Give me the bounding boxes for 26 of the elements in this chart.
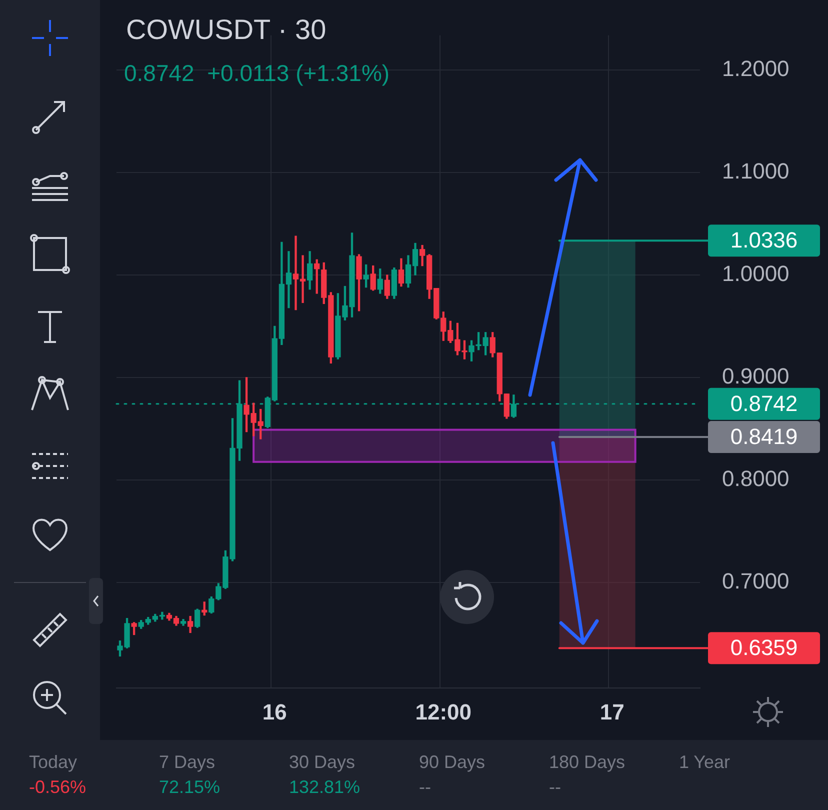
text: 72.15%	[159, 777, 220, 798]
text: 132.81%	[289, 777, 360, 798]
x-tick-label: 12:00	[415, 699, 472, 724]
ref-line-label: 0.8742	[730, 390, 798, 416]
text: 1 Year	[679, 752, 730, 773]
ref-line-label: 1.0336	[730, 228, 798, 253]
ref-line-label: 0.8419	[730, 424, 798, 450]
y-tick-label: 0.8000	[722, 466, 790, 492]
x-tick-label: 17	[600, 699, 624, 724]
text: 0.8742 +0.0113 (+1.31%)	[124, 60, 390, 87]
y-tick-label: 1.0000	[722, 261, 790, 286]
y-tick-label: 1.2000	[722, 56, 790, 82]
y-tick-label: 0.9000	[722, 364, 790, 389]
text: --	[419, 777, 432, 798]
text: --	[549, 777, 562, 798]
text: 30 Days	[289, 752, 356, 773]
chart-title: COWUSDT · 30	[126, 14, 326, 46]
text: 90 Days	[419, 752, 486, 773]
y-tick-label: 1.1000	[722, 158, 790, 184]
ref-line-label: 0.6359	[730, 635, 798, 660]
text: Today	[29, 752, 78, 773]
x-tick-label: 16	[262, 699, 287, 724]
text: 7 Days	[159, 752, 216, 773]
text: -0.56%	[29, 777, 86, 798]
y-tick-label: 0.7000	[722, 568, 790, 594]
text: 180 Days	[549, 752, 626, 773]
